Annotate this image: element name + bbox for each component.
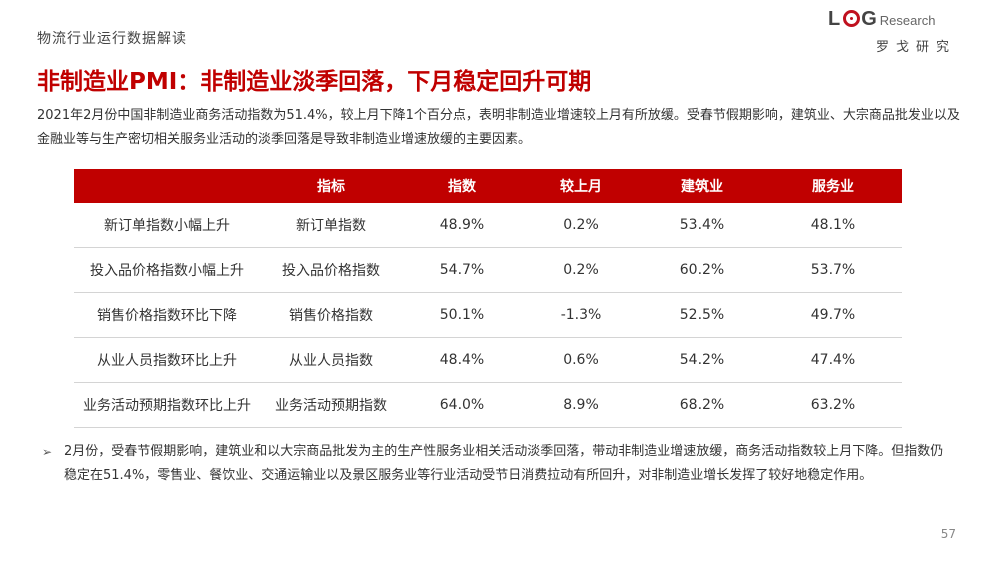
table-cell: 47.4% (764, 337, 902, 383)
table-cell: 投入品价格指数小幅上升 (74, 247, 260, 293)
table-header-row: 指标 指数 较上月 建筑业 服务业 (74, 169, 902, 203)
logo-letter: G (861, 8, 879, 30)
page-number: 57 (940, 527, 956, 541)
column-header: 较上月 (522, 169, 640, 203)
table-row: 从业人员指数环比上升 从业人员指数 48.4% 0.6% 54.2% 47.4% (74, 337, 902, 383)
table-cell: 销售价格指数环比下降 (74, 292, 260, 338)
column-header (74, 169, 260, 203)
table-cell: 64.0% (402, 382, 522, 428)
table-cell: 0.2% (522, 203, 640, 248)
table-cell: 48.9% (402, 203, 522, 248)
logo: L GResearch 罗戈研究 (828, 8, 958, 55)
table-cell: 52.5% (640, 292, 764, 338)
table-cell: 49.7% (764, 292, 902, 338)
table-cell: 48.4% (402, 337, 522, 383)
table-cell: 从业人员指数 (260, 337, 402, 383)
logo-cn: 罗戈研究 (875, 40, 956, 55)
logo-mark: L GResearch (828, 8, 935, 31)
table-cell: 新订单指数 (260, 203, 402, 248)
table-row: 销售价格指数环比下降 销售价格指数 50.1% -1.3% 52.5% 49.7… (74, 292, 902, 338)
table-cell: 8.9% (522, 382, 640, 428)
table-cell: 业务活动预期指数 (260, 382, 402, 428)
logo-letter: L (828, 8, 843, 30)
table-cell: 48.1% (764, 203, 902, 248)
bullet-paragraph: ➢ 2月份，受春节假期影响，建筑业和以大宗商品批发为主的生产性服务业相关活动淡季… (42, 440, 956, 488)
logo-research: Research (879, 13, 936, 28)
column-header: 服务业 (764, 169, 902, 203)
table-cell: 53.4% (640, 203, 764, 248)
table-cell: 从业人员指数环比上升 (74, 337, 260, 383)
section-label: 物流行业运行数据解读 (37, 31, 187, 47)
table-cell: 63.2% (764, 382, 902, 428)
pmi-table: 指标 指数 较上月 建筑业 服务业 新订单指数小幅上升 新订单指数 48.9% … (74, 169, 902, 428)
table-cell: 销售价格指数 (260, 292, 402, 338)
table-cell: 业务活动预期指数环比上升 (74, 382, 260, 428)
column-header: 指数 (402, 169, 522, 203)
table-row: 新订单指数小幅上升 新订单指数 48.9% 0.2% 53.4% 48.1% (74, 203, 902, 248)
arrow-right-icon: ➢ (42, 445, 53, 459)
table-cell: 54.2% (640, 337, 764, 383)
table-cell: 0.6% (522, 337, 640, 383)
table-cell-highlight: 50.1% (402, 292, 522, 338)
table-cell: 60.2% (640, 247, 764, 293)
column-header: 指标 (260, 169, 402, 203)
page-title: 非制造业PMI：非制造业淡季回落，下月稳定回升可期 (37, 69, 592, 95)
table-row: 投入品价格指数小幅上升 投入品价格指数 54.7% 0.2% 60.2% 53.… (74, 247, 902, 293)
table-cell-highlight: -1.3% (522, 292, 640, 338)
table-cell: 68.2% (640, 382, 764, 428)
bullet-text: 2月份，受春节假期影响，建筑业和以大宗商品批发为主的生产性服务业相关活动淡季回落… (64, 444, 944, 483)
column-header: 建筑业 (640, 169, 764, 203)
table-row: 业务活动预期指数环比上升 业务活动预期指数 64.0% 8.9% 68.2% 6… (74, 382, 902, 428)
table-cell: 投入品价格指数 (260, 247, 402, 293)
intro-paragraph: 2021年2月份中国非制造业商务活动指数为51.4%，较上月下降1个百分点，表明… (37, 108, 960, 147)
table-cell: 54.7% (402, 247, 522, 293)
table-cell: 53.7% (764, 247, 902, 293)
table-cell: 新订单指数小幅上升 (74, 203, 260, 248)
table-cell: 0.2% (522, 247, 640, 293)
target-icon (843, 10, 861, 27)
